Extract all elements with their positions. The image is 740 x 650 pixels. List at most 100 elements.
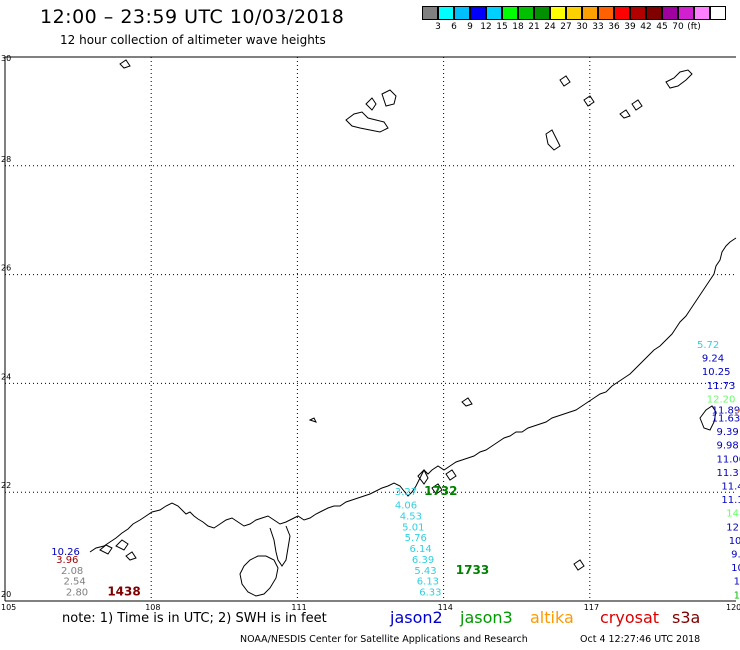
color-scale-label: 36	[608, 22, 620, 32]
latitude-label: 30	[1, 54, 11, 63]
color-scale-label: 33	[592, 22, 604, 32]
wave-height-value: 6.13	[417, 577, 439, 588]
longitude-label: 105	[1, 603, 16, 612]
wave-height-value: 5.43	[414, 566, 436, 577]
latitude-label: 26	[1, 264, 11, 273]
satellite-s3a: s3a	[672, 608, 701, 627]
longitude-label: 117	[584, 603, 599, 612]
wave-height-value: 11.89	[712, 405, 740, 416]
map-subtitle: 12 hour collection of altimeter wave hei…	[60, 33, 326, 47]
longitude-label: 120	[726, 603, 740, 612]
wave-height-value: 9.9	[731, 549, 740, 560]
color-scale-label: 70	[672, 22, 684, 32]
color-scale-label: 12	[480, 22, 492, 32]
color-swatch	[582, 6, 598, 20]
wave-height-value: 3.27	[395, 487, 417, 498]
wave-height-value: 10.	[731, 563, 740, 574]
color-swatch	[678, 6, 694, 20]
wave-height-value: 6.14	[409, 544, 431, 555]
wave-height-value: 9.24	[702, 354, 724, 365]
color-swatch	[694, 6, 710, 20]
satellite-jason3: jason3	[460, 608, 513, 627]
wave-height-value: 3.96	[56, 555, 78, 566]
color-scale-label: 24	[544, 22, 556, 32]
color-swatch	[518, 6, 534, 20]
wave-height-value: 6.33	[419, 588, 441, 599]
wave-height-value: 2	[734, 408, 740, 419]
color-swatch	[710, 6, 726, 20]
color-swatch	[646, 6, 662, 20]
axis-labels: 30 28 26 24 22 20 105 108 111 114 117 120	[1, 54, 740, 612]
wave-height-value: 12.20	[707, 394, 736, 405]
latitude-label: 28	[1, 155, 11, 164]
latitude-label: 22	[1, 481, 11, 490]
color-swatch	[486, 6, 502, 20]
color-scale-label: 30	[576, 22, 588, 32]
color-swatch	[534, 6, 550, 20]
coastline	[89, 59, 737, 597]
longitude-label: 108	[145, 603, 160, 612]
wave-height-value: 10.25	[702, 367, 731, 378]
satellite-cryosat: cryosat	[600, 608, 660, 627]
wave-height-value: 9.39	[717, 427, 739, 438]
wave-height-value: 1733	[456, 563, 489, 577]
wave-height-value: 11.44	[721, 481, 740, 492]
color-scale-label: 9	[467, 22, 473, 32]
color-swatch	[422, 6, 438, 20]
color-swatch	[550, 6, 566, 20]
wave-height-value: 11.00	[717, 454, 740, 465]
color-scale-label: 15	[496, 22, 508, 32]
longitude-label: 111	[291, 603, 306, 612]
satellite-jason2: jason2	[390, 608, 443, 627]
color-swatch	[438, 6, 454, 20]
wave-height-value: 5.72	[697, 340, 719, 351]
wave-height-value: 6.39	[412, 555, 434, 566]
color-scale-label: 21	[528, 22, 540, 32]
wave-height-value: 1732	[424, 484, 457, 498]
color-swatch	[662, 6, 678, 20]
longitude-label: 114	[438, 603, 453, 612]
wave-height-value: 4.53	[400, 511, 422, 522]
wave-height-value: 5.76	[405, 533, 427, 544]
color-swatch	[614, 6, 630, 20]
wave-height-value: 12	[734, 590, 740, 601]
wave-height-value: 2.80	[66, 588, 88, 599]
wave-height-value: 14.04	[726, 509, 740, 520]
footer-note: note: 1) Time is in UTC; 2) SWH is in fe…	[62, 611, 327, 626]
wave-height-value: 11.	[734, 577, 740, 588]
map-frame	[4, 56, 736, 602]
color-swatch	[470, 6, 486, 20]
color-scale-label: 27	[560, 22, 572, 32]
color-scale-label: 18	[512, 22, 524, 32]
wave-height-value: 2.54	[63, 577, 85, 588]
color-scale-label: 45	[656, 22, 668, 32]
color-swatch	[454, 6, 470, 20]
wave-height-value: 5.01	[402, 522, 424, 533]
color-scale-label: 3	[435, 22, 441, 32]
generation-timestamp: Oct 4 12:27:46 UTC 2018	[580, 634, 701, 645]
wave-height-value: 11.31	[717, 468, 740, 479]
color-swatch	[598, 6, 614, 20]
graticule	[5, 56, 736, 601]
wave-height-value: 2.08	[61, 566, 83, 577]
wave-height-value: 11.16	[721, 495, 740, 506]
credit-text: NOAA/NESDIS Center for Satellite Applica…	[240, 634, 528, 645]
color-scale-label: 39	[624, 22, 636, 32]
wave-height-value: 10.8	[729, 536, 740, 547]
wave-height-value: 10.26	[51, 547, 80, 558]
wave-height-value: 9.98	[717, 441, 739, 452]
color-scale-label: 6	[451, 22, 457, 32]
color-swatch	[630, 6, 646, 20]
wave-height-value: 12.00	[726, 522, 740, 533]
wave-height-value: 11.63	[712, 413, 740, 424]
wave-height-value: 11.73	[707, 381, 736, 392]
map-title: 12:00 – 23:59 UTC 10/03/2018	[40, 6, 345, 28]
wave-height-value: 1438	[107, 585, 140, 599]
color-swatch	[502, 6, 518, 20]
wave-height-value: 4.06	[395, 501, 417, 512]
color-swatch	[566, 6, 582, 20]
color-scale-label: (ft)	[687, 22, 701, 32]
latitude-label: 20	[1, 590, 11, 599]
